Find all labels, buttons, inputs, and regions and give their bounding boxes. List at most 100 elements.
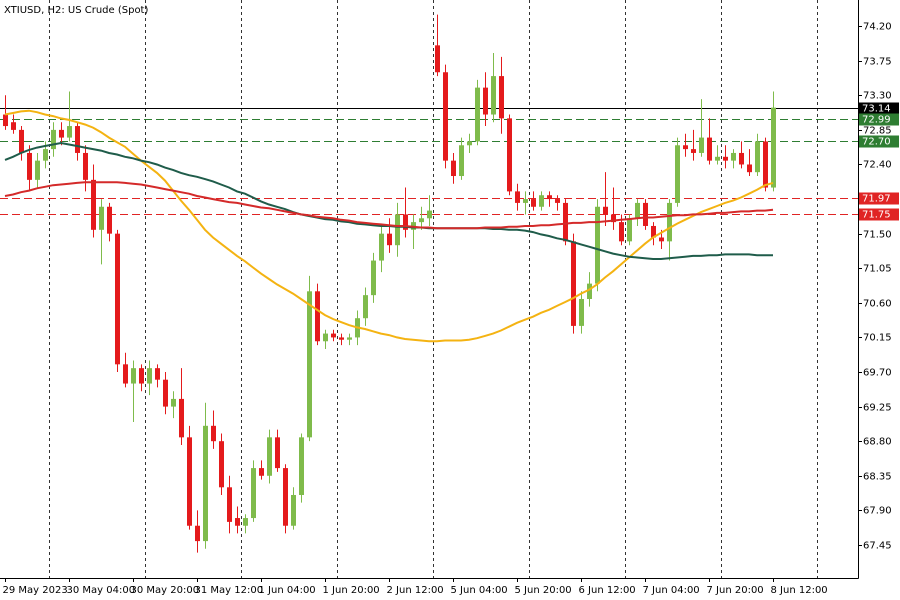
y-tick-label: 70.60: [863, 299, 892, 310]
candle-body: [555, 199, 560, 203]
candle-body: [771, 107, 776, 188]
grid: [49, 0, 818, 578]
candle-body: [387, 233, 392, 246]
x-tick-label: 7 Jun 04:00: [643, 585, 700, 596]
candle-body: [307, 291, 312, 438]
candle-body: [227, 487, 232, 522]
candle-body: [667, 202, 672, 242]
candle-body: [747, 164, 752, 173]
candle-body: [579, 298, 584, 326]
candle-body: [635, 202, 640, 219]
candle-body: [27, 152, 32, 180]
level-label: 72.70: [862, 137, 891, 148]
candle-body: [683, 145, 688, 150]
candle-body: [571, 241, 576, 326]
candle-body: [507, 118, 512, 192]
candle-body: [291, 494, 296, 526]
candles: [3, 14, 776, 553]
y-tick-label: 73.75: [863, 57, 892, 68]
candle-body: [235, 518, 240, 526]
y-tick-label: 70.15: [863, 333, 892, 344]
candle-body: [267, 437, 272, 476]
candle-body: [275, 437, 280, 469]
x-tick-label: 6 Jun 12:00: [579, 585, 636, 596]
candle-body: [395, 214, 400, 246]
candle-body: [491, 76, 496, 115]
level-tag: [859, 113, 899, 126]
chart-title: XTIUSD, H2: US Crude (Spot): [4, 5, 148, 16]
candle-body: [659, 237, 664, 242]
level-tag: [859, 192, 899, 205]
candle-body: [19, 129, 24, 153]
x-tick-label: 8 Jun 12:00: [771, 585, 828, 596]
candle-body: [179, 398, 184, 438]
moving-average: [4, 181, 774, 230]
candle-body: [739, 152, 744, 165]
y-tick-label: 69.70: [863, 368, 892, 379]
candle-body: [715, 156, 720, 161]
level-label: 73.14: [862, 104, 891, 115]
candle-body: [603, 206, 608, 215]
candle-body: [363, 295, 368, 319]
y-tick-label: 71.50: [863, 230, 892, 241]
x-tick-label: 1 Jun 04:00: [259, 585, 316, 596]
candle-body: [251, 468, 256, 519]
candle-body: [195, 525, 200, 542]
candle-body: [91, 179, 96, 230]
candle-body: [611, 214, 616, 223]
candle-body: [331, 333, 336, 338]
candle-body: [107, 206, 112, 234]
candle-body: [347, 337, 352, 340]
level-tag: [859, 208, 899, 221]
x-tick-label: 5 Jun 20:00: [515, 585, 572, 596]
candle-body: [643, 202, 648, 226]
moving-average: [4, 109, 774, 343]
levels: [0, 108, 858, 215]
candle-body: [259, 468, 264, 476]
candle-body: [35, 160, 40, 180]
candle-body: [3, 114, 8, 127]
candle-body: [675, 145, 680, 203]
candle-body: [523, 199, 528, 203]
candle-body: [43, 149, 48, 161]
candle-body: [627, 218, 632, 242]
candle-body: [323, 333, 328, 342]
candle-body: [315, 291, 320, 342]
candle-body: [83, 152, 88, 180]
candle-body: [131, 368, 136, 384]
y-tick-label: 68.80: [863, 437, 892, 448]
candle-body: [483, 87, 488, 115]
x-tick-label: 30 May 04:00: [67, 585, 136, 596]
y-tick-label: 73.30: [863, 91, 892, 102]
candle-body: [155, 368, 160, 380]
candle-body: [163, 379, 168, 407]
candle-body: [619, 222, 624, 242]
candle-body: [755, 141, 760, 173]
candle-body: [699, 137, 704, 153]
candle-body: [419, 218, 424, 223]
candle-body: [51, 129, 56, 150]
candle-body: [11, 122, 16, 130]
candle-body: [219, 441, 224, 488]
candle-body: [539, 195, 544, 207]
x-tick-label: 7 Jun 20:00: [707, 585, 764, 596]
candle-body: [171, 398, 176, 407]
candle-body: [475, 87, 480, 142]
candle-body: [515, 191, 520, 203]
x-tick-label: 1 Jun 20:00: [323, 585, 380, 596]
candle-body: [691, 149, 696, 153]
candle-body: [563, 202, 568, 242]
x-tick-label: 31 May 12:00: [195, 585, 264, 596]
x-tick-label: 30 May 20:00: [131, 585, 200, 596]
candle-body: [443, 72, 448, 161]
candle-body: [499, 76, 504, 119]
candle-body: [587, 283, 592, 299]
candle-body: [59, 129, 64, 138]
y-tick-label: 72.40: [863, 160, 892, 171]
candle-body: [723, 156, 728, 161]
candle-body: [139, 368, 144, 384]
candle-body: [371, 260, 376, 296]
level-label: 71.97: [862, 194, 891, 205]
